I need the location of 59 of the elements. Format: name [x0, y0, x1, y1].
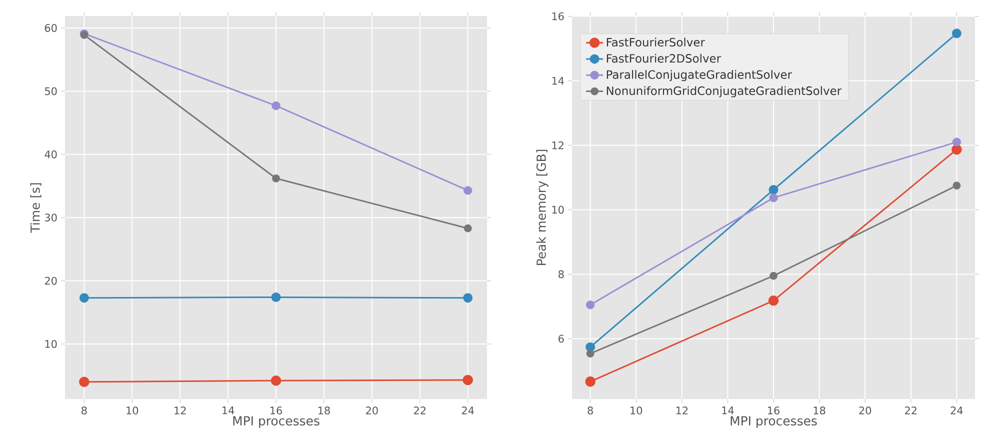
x-axis-title: MPI processes [730, 416, 817, 428]
point [768, 296, 779, 306]
point [586, 350, 594, 358]
point [463, 293, 473, 303]
x-axis-title: MPI processes [233, 416, 320, 428]
x-tick-label: 18 [814, 406, 826, 414]
x-tick-label: 16 [270, 406, 282, 414]
y-tick-label: 14 [552, 76, 564, 85]
y-tick-label: 10 [45, 340, 57, 348]
x-tick-label: 10 [126, 406, 138, 414]
y-tick-label: 8 [558, 270, 564, 278]
point [585, 376, 596, 387]
point [769, 193, 778, 202]
legend-label: FastFourier2DSolver [606, 54, 722, 63]
point [271, 292, 281, 302]
x-tick-label: 18 [318, 406, 330, 414]
x-tick-label: 14 [722, 406, 734, 414]
x-tick-label: 12 [676, 406, 688, 414]
point [463, 186, 472, 195]
y-tick-label: 12 [552, 141, 564, 150]
x-tick-label: 24 [950, 406, 963, 414]
y-tick-label: 16 [552, 12, 564, 20]
point [768, 185, 778, 195]
legend-label: NonuniformGridConjugateGradientSolver [606, 86, 842, 98]
point [462, 374, 473, 386]
point [586, 300, 595, 310]
x-tick-label: 22 [905, 406, 917, 414]
y-tick-label: 10 [552, 206, 564, 214]
x-tick-label: 20 [366, 406, 378, 414]
y-tick-label: 50 [44, 87, 57, 96]
y-tick-label: 60 [44, 24, 57, 32]
y-tick-label: 30 [44, 214, 57, 222]
x-tick-label: 16 [768, 406, 780, 414]
legend-label: ParallelConjugateGradientSolver [606, 70, 792, 82]
x-tick-label: 14 [222, 406, 234, 414]
point [464, 224, 472, 232]
point [270, 376, 282, 386]
legend-label: FastFourierSolver [606, 38, 705, 47]
y-tick-label: 6 [558, 334, 564, 343]
point [272, 101, 280, 110]
x-tick-label: 12 [174, 406, 186, 414]
y-axis-title: Time [s] [30, 183, 42, 233]
point [272, 174, 280, 182]
point [952, 144, 962, 155]
y-tick-label: 20 [44, 276, 57, 285]
point [952, 182, 961, 190]
x-tick-label: 22 [414, 406, 426, 414]
x-tick-label: 24 [462, 406, 474, 414]
point [79, 293, 89, 303]
x-tick-label: 8 [82, 406, 87, 414]
x-tick-label: 20 [859, 406, 872, 414]
point [952, 28, 962, 38]
x-tick-label: 10 [630, 406, 642, 414]
point [770, 272, 778, 280]
x-tick-label: 8 [588, 406, 593, 414]
point [952, 138, 962, 146]
point [79, 376, 90, 388]
y-tick-label: 40 [44, 150, 57, 158]
y-axis-title: Peak memory [GB] [536, 150, 548, 265]
